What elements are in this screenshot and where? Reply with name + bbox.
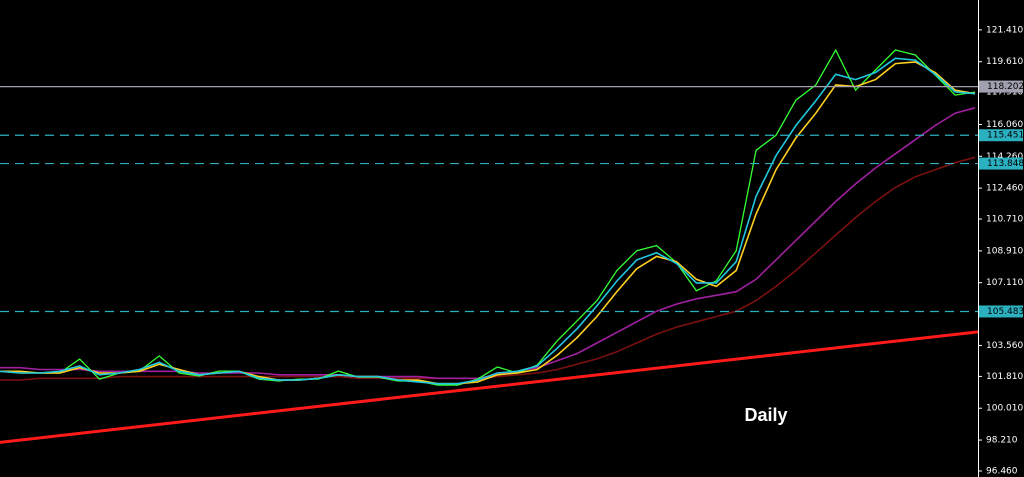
series-line <box>0 57 976 385</box>
annotation: Daily <box>744 405 787 425</box>
level-label: 115.451 <box>987 131 1024 141</box>
y-tick-label: 101.810 <box>986 372 1023 382</box>
y-tick-label: 121.410 <box>986 25 1023 35</box>
y-tick-label: 96.460 <box>986 466 1018 476</box>
y-tick-label: 100.010 <box>986 404 1023 414</box>
level-label: 113.848 <box>987 159 1024 169</box>
level-box <box>979 80 1023 93</box>
series-line <box>0 156 976 381</box>
trend-line <box>0 330 979 444</box>
y-tick-label: 98.210 <box>986 436 1018 446</box>
level-box <box>979 305 1023 318</box>
y-tick-label: 108.910 <box>986 246 1023 256</box>
level-box <box>979 157 1023 170</box>
y-tick-label: 119.610 <box>986 57 1023 67</box>
series-line <box>0 48 976 386</box>
level-box <box>979 129 1023 142</box>
series-line <box>0 61 976 385</box>
level-label: 105.483 <box>987 307 1024 317</box>
y-tick-label: 114.260 <box>986 152 1023 162</box>
y-tick-label: 110.710 <box>986 215 1023 225</box>
y-tick-label: 107.110 <box>986 278 1023 288</box>
y-tick-label: 112.460 <box>986 184 1023 194</box>
level-label: 118.202 <box>987 82 1024 92</box>
y-tick-label: 116.060 <box>986 120 1023 130</box>
y-tick-label: 103.560 <box>986 341 1023 351</box>
